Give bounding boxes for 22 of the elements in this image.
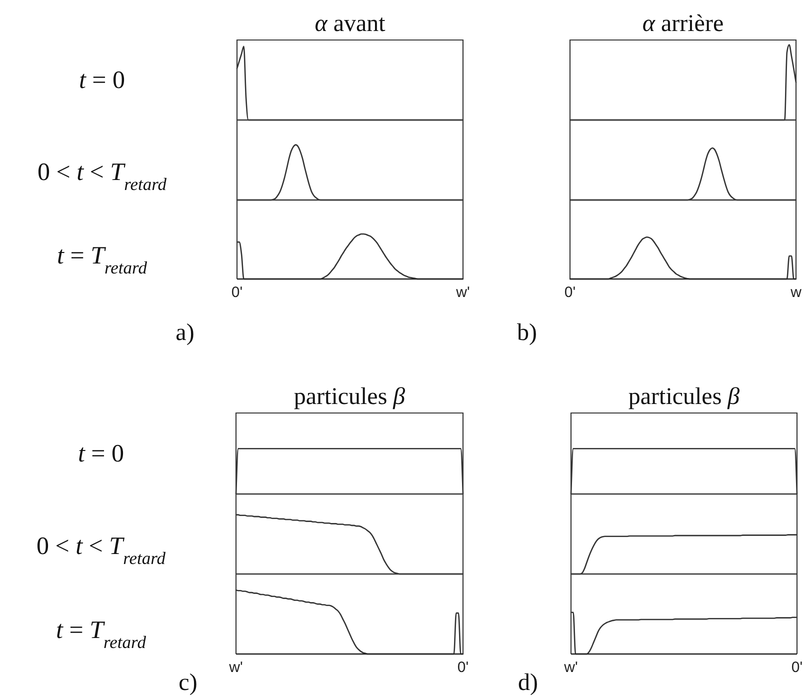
- x-tick-label: 0': [564, 284, 576, 301]
- x-tick-label: 0': [231, 284, 243, 301]
- x-tick-label: w: [790, 284, 802, 301]
- text: d): [518, 670, 538, 696]
- chart-title: particules β: [294, 384, 406, 410]
- y-axis-title: t = 0: [78, 440, 124, 468]
- x-tick-label: 0': [791, 659, 803, 676]
- x-tick-label: 0': [457, 659, 469, 676]
- y-axis-title: t = 0: [78, 67, 126, 94]
- y-axis-title: 0 < t < T$_{retard}$: [36, 533, 166, 568]
- chart-title: α avant: [314, 11, 386, 37]
- x-tick-label: w': [455, 284, 470, 301]
- chart-title: particules β: [628, 384, 740, 410]
- text: b): [517, 320, 537, 346]
- text: a): [176, 320, 194, 346]
- y-axis-title: t = T$_{retard}$: [56, 617, 146, 652]
- chart-title: α arrière: [642, 11, 724, 37]
- text: c): [178, 670, 198, 696]
- x-tick-label: w': [563, 659, 578, 676]
- y-axis-title: t = T$_{retard}$: [57, 242, 148, 278]
- x-tick-label: w': [228, 659, 243, 676]
- y-axis-title: 0 < t < T$_{retard}$: [37, 159, 167, 194]
